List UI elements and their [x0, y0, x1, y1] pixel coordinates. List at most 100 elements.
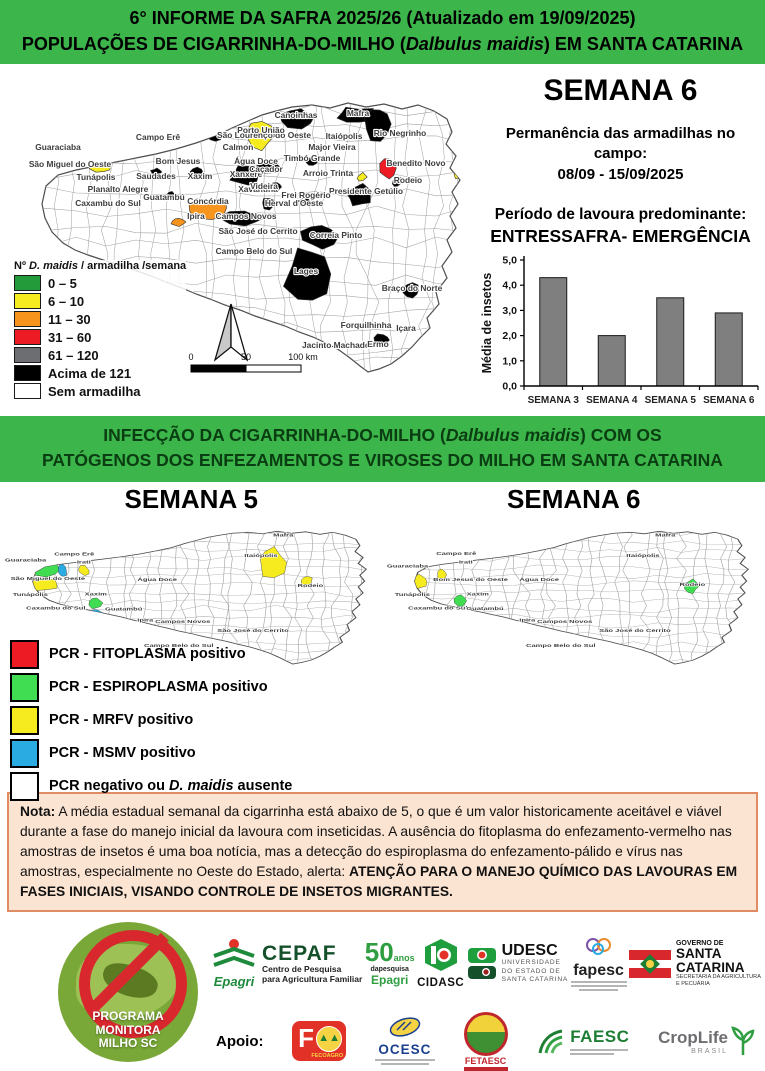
support-logos-row: Apoio: F ▲▲ FECOAGRO OCESC FETAESC [216, 1012, 755, 1071]
svg-text:Timbó Grande: Timbó Grande [284, 153, 341, 163]
svg-text:Ipira: Ipira [187, 211, 205, 221]
trap-density-legend: Nº D. maidis / armadilha /semana 0 – 5 6 … [14, 260, 186, 401]
trap-legend-swatch [14, 311, 41, 327]
trap-legend-swatch [14, 275, 41, 291]
week-title: SEMANA 6 [478, 74, 763, 108]
croplife-logo: CropLife BRASIL [658, 1026, 755, 1056]
pcr-legend-item: PCR - MSMV positivo [10, 739, 292, 768]
svg-text:Campos Novos: Campos Novos [216, 211, 277, 221]
trap-legend-swatch [14, 365, 41, 381]
svg-text:Rodeio: Rodeio [298, 583, 324, 588]
svg-text:Saudades: Saudades [136, 171, 176, 181]
cidasc-mark-icon [423, 938, 459, 972]
svg-text:Caçador: Caçador [249, 164, 283, 174]
trap-legend-label: 6 – 10 [48, 294, 84, 309]
trap-legend-item: Sem armadilha [14, 383, 186, 399]
svg-text:Itaiópolis: Itaiópolis [326, 131, 363, 141]
svg-text:Irati: Irati [77, 560, 91, 565]
svg-text:Campos Novos: Campos Novos [537, 619, 593, 624]
svg-text:São José do Cerrito: São José do Cerrito [218, 226, 297, 236]
epagri-mark-icon [212, 939, 256, 969]
svg-text:100 km: 100 km [288, 352, 318, 362]
svg-text:5,0: 5,0 [502, 254, 517, 266]
pcr-legend-swatch [10, 673, 39, 702]
crop-period: Período de lavoura predominante: ENTRESS… [478, 205, 763, 248]
svg-text:Ipira: Ipira [519, 618, 536, 623]
trap-legend-label: 11 – 30 [48, 312, 91, 327]
svg-text:Guatambú: Guatambú [466, 606, 504, 611]
pcr-legend-label: PCR - ESPIROPLASMA positivo [49, 679, 268, 695]
trap-legend-item: 31 – 60 [14, 329, 186, 345]
svg-text:Tunápolis: Tunápolis [13, 592, 49, 597]
cidasc-logo: CIDASC [417, 938, 464, 989]
pcr-legend-label: PCR negativo ou D. maidis ausente [49, 778, 292, 794]
week6-map-title: SEMANA 6 [383, 484, 765, 515]
ocesc-logo: OCESC [375, 1017, 435, 1065]
svg-text:4,0: 4,0 [502, 279, 517, 291]
svg-text:Calmon: Calmon [223, 142, 254, 152]
pcr-legend-item: PCR - FITOPLASMA positivo [10, 640, 292, 669]
svg-text:Correia Pinto: Correia Pinto [310, 230, 363, 240]
fapesc-mark-icon [582, 936, 616, 958]
svg-text:Guaraciaba: Guaraciaba [5, 558, 47, 563]
pcr-legend-swatch [10, 640, 39, 669]
trees-icon: ▲▲ [316, 1026, 342, 1052]
svg-text:Guatambú: Guatambú [143, 192, 184, 202]
trap-legend-title: Nº D. maidis / armadilha /semana [14, 260, 186, 272]
svg-text:Presidente Getúlio: Presidente Getúlio [329, 186, 403, 196]
svg-text:Içara: Içara [396, 323, 416, 333]
infographic-page: { "colors":{"banner_green":"#3cb54a","ma… [0, 0, 765, 1024]
wheat-icon [536, 1027, 566, 1055]
svg-text:Irati: Irati [459, 560, 473, 565]
svg-text:Braço do Norte: Braço do Norte [382, 283, 443, 293]
svg-text:Guatambú: Guatambú [105, 607, 143, 612]
svg-text:2,0: 2,0 [502, 330, 517, 342]
trap-legend-swatch [14, 329, 41, 345]
svg-text:Jacinto Machado: Jacinto Machado [302, 340, 370, 350]
note-label: Nota: [20, 804, 55, 819]
svg-text:SEMANA 3: SEMANA 3 [528, 395, 580, 406]
svg-text:Ermo: Ermo [367, 339, 388, 349]
svg-text:Tunápolis: Tunápolis [395, 592, 431, 597]
trap-legend-label: Sem armadilha [48, 384, 141, 399]
sc-flag-icon [629, 950, 671, 978]
svg-text:Caxambu do Sul: Caxambu do Sul [75, 198, 141, 208]
pcr-legend-label: PCR - MSMV positivo [49, 745, 196, 761]
trap-legend-swatch [14, 347, 41, 363]
trap-legend-item: 6 – 10 [14, 293, 186, 309]
svg-text:Campo Erê: Campo Erê [436, 551, 477, 556]
svg-text:Xaxim: Xaxim [467, 592, 490, 597]
trap-legend-label: Acima de 121 [48, 366, 131, 381]
pcr-legend-item: PCR negativo ou D. maidis ausente [10, 772, 292, 801]
faesc-logo: FAESC [536, 1027, 629, 1055]
svg-text:0,0: 0,0 [502, 380, 517, 392]
svg-text:Mafra: Mafra [273, 533, 294, 538]
svg-text:Arroio Trinta: Arroio Trinta [303, 168, 354, 178]
svg-text:Itaiópolis: Itaiópolis [244, 553, 278, 558]
svg-text:Guaraciaba: Guaraciaba [35, 142, 81, 152]
svg-text:SEMANA 5: SEMANA 5 [645, 395, 697, 406]
svg-text:Rio Negrinho: Rio Negrinho [374, 128, 427, 138]
svg-text:Campo Erê: Campo Erê [54, 552, 95, 557]
pcr-legend-item: PCR - ESPIROPLASMA positivo [10, 673, 292, 702]
udesc-mark-icon [467, 947, 497, 981]
svg-text:Água Doce: Água Doce [519, 576, 559, 583]
trap-period: Permanência das armadilhas no campo: 08/… [478, 124, 763, 185]
svg-text:Caxambu do Sul: Caxambu do Sul [26, 605, 86, 610]
svg-text:Xaxim: Xaxim [188, 171, 213, 181]
svg-text:Lages: Lages [294, 266, 319, 276]
trap-legend-swatch [14, 293, 41, 309]
apoio-label: Apoio: [216, 1033, 263, 1050]
pcr-legend-label: PCR - MRFV positivo [49, 712, 193, 728]
weekly-average-bar-chart: Média de insetos0,01,02,03,04,05,0SEMANA… [478, 248, 763, 430]
trap-legend-label: 0 – 5 [48, 276, 77, 291]
svg-text:Bom Jesus: Bom Jesus [156, 156, 201, 166]
svg-text:Tunápolis: Tunápolis [77, 172, 116, 182]
